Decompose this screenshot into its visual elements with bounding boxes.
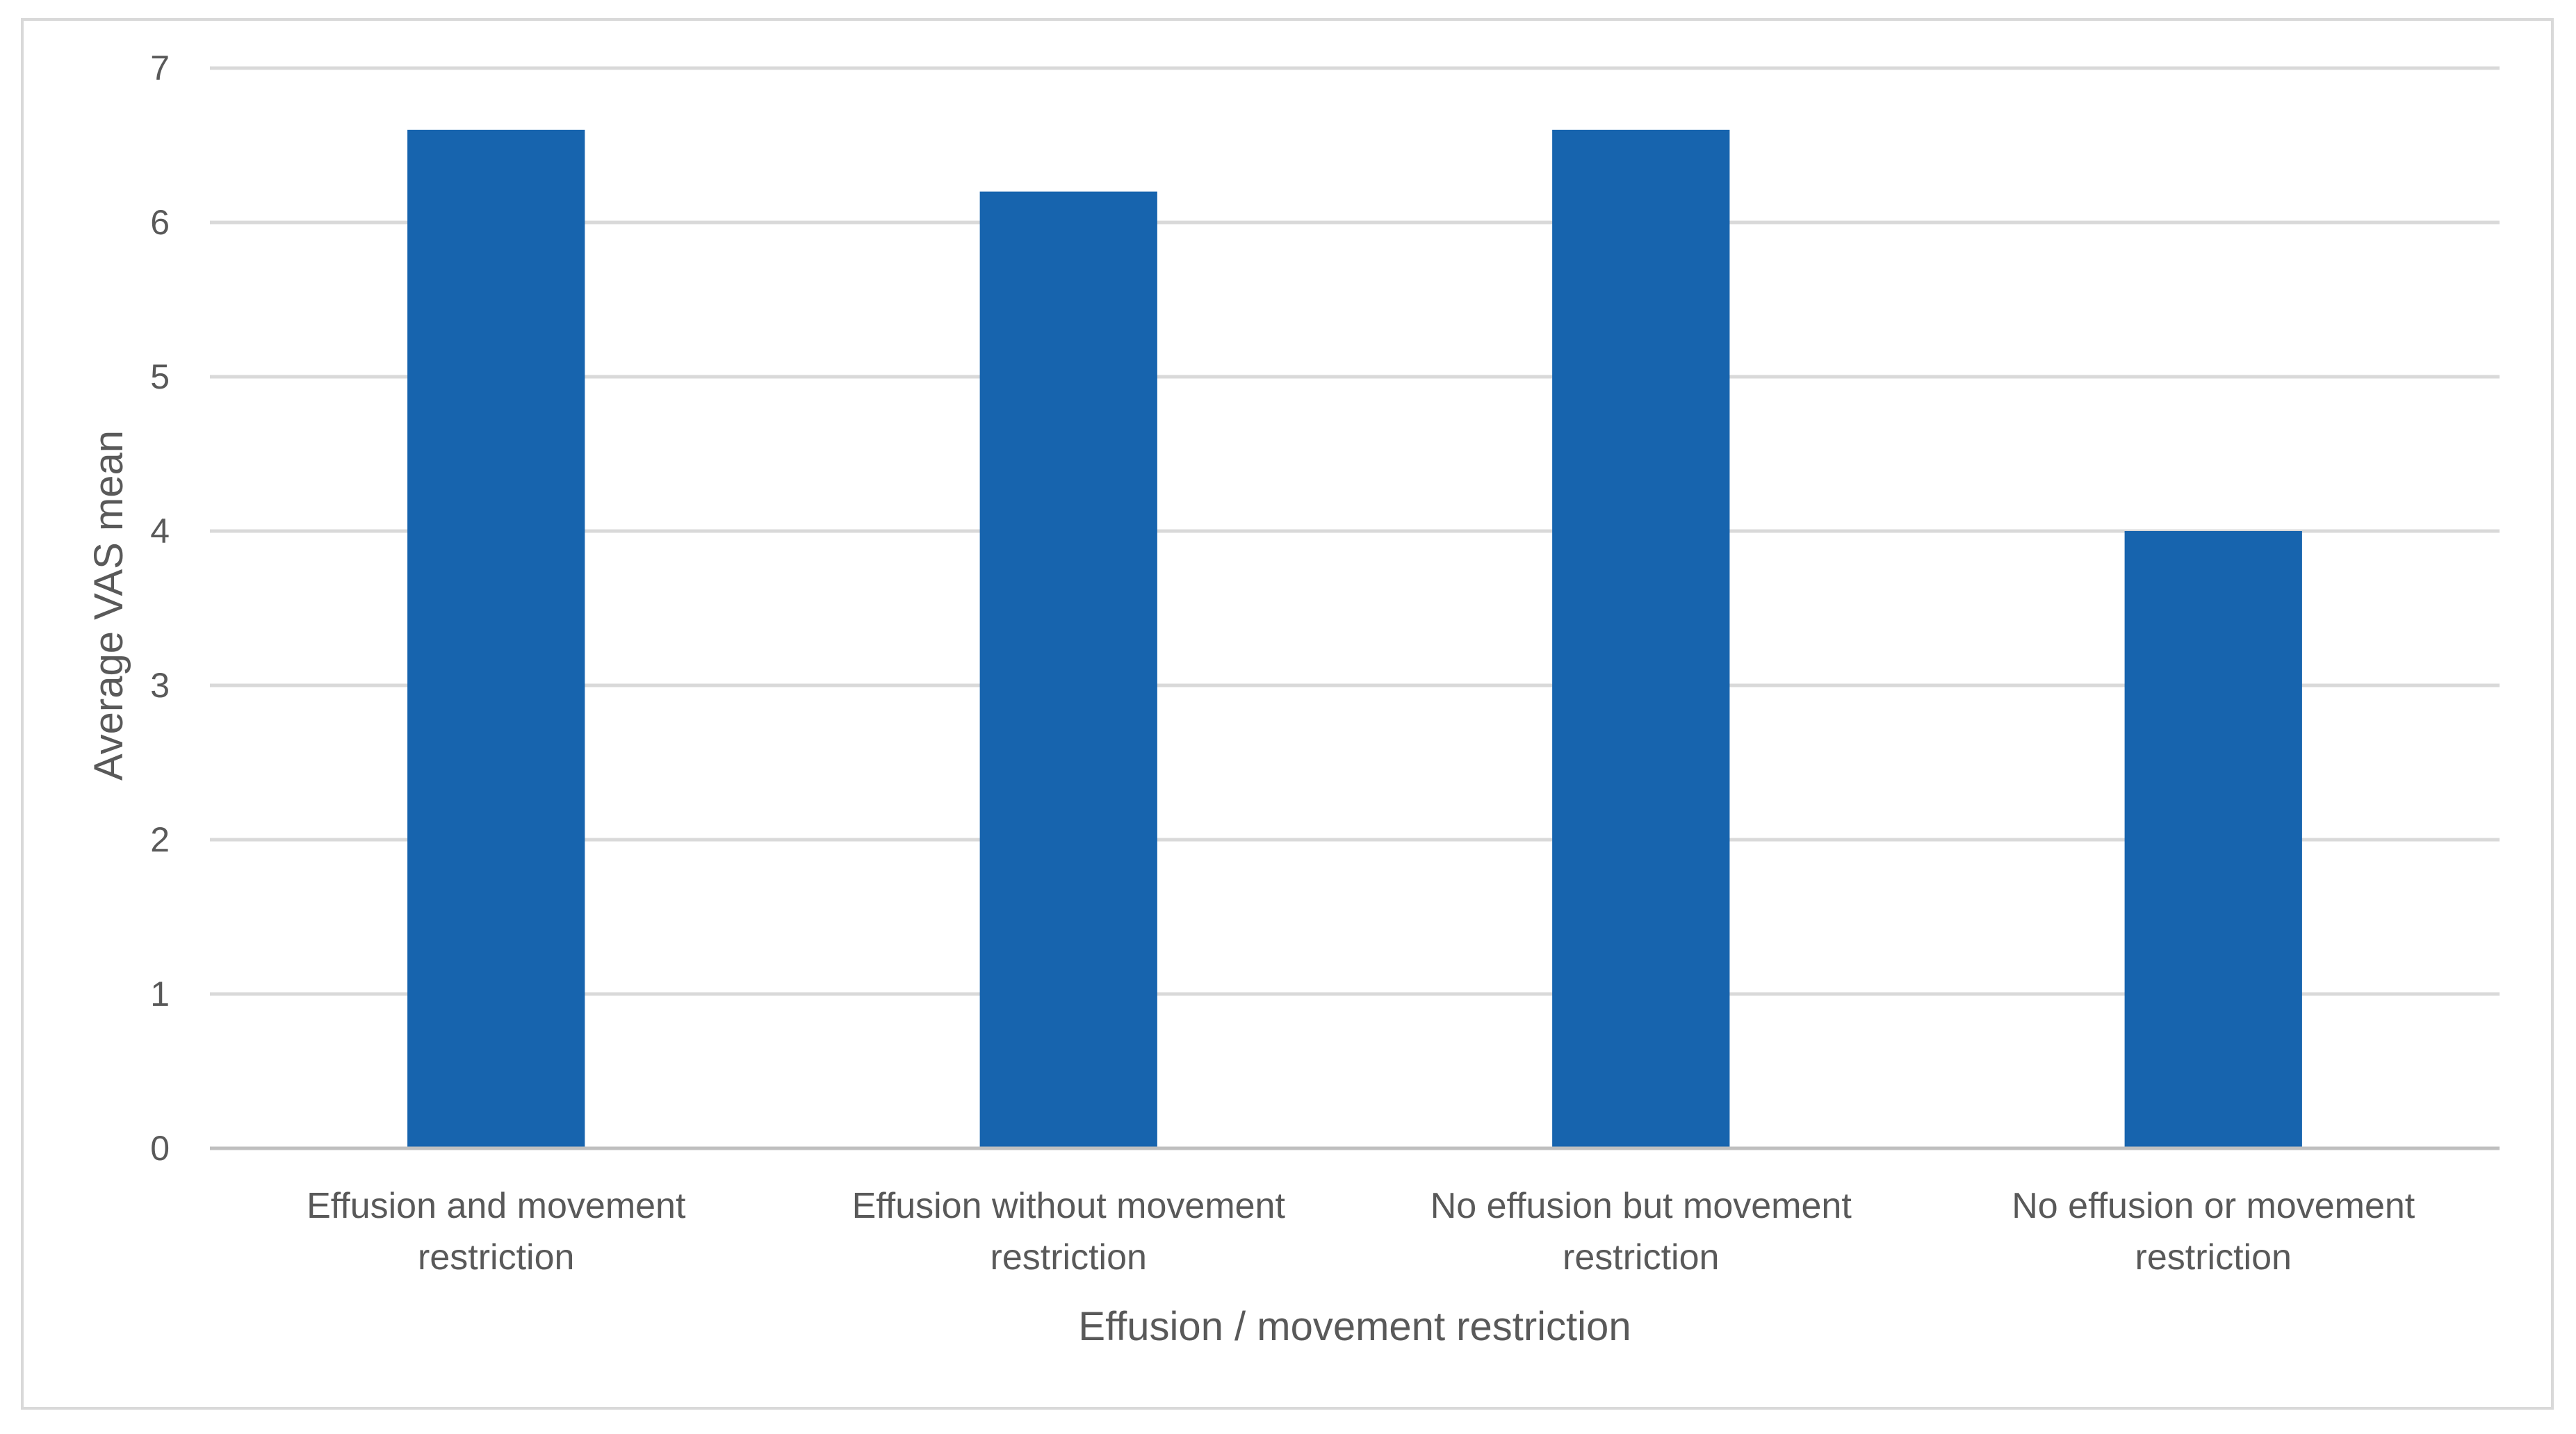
x-category-label: No effusion but movement [1430, 1186, 1852, 1226]
y-tick-label: 4 [150, 512, 170, 551]
x-category-label: restriction [1563, 1237, 1719, 1278]
bar-1 [407, 129, 585, 1148]
bar-3 [1552, 129, 1730, 1148]
y-tick-label: 2 [150, 820, 170, 859]
x-axis-title: Effusion / movement restriction [1078, 1304, 1631, 1349]
x-category-label: restriction [418, 1237, 574, 1278]
x-category-label: No effusion or movement [2012, 1186, 2415, 1226]
x-category-label: Effusion without movement [852, 1186, 1286, 1226]
bars [407, 129, 2302, 1149]
y-tick-label: 0 [150, 1129, 170, 1168]
x-category-label: restriction [2135, 1237, 2292, 1278]
bar-4 [2124, 531, 2302, 1148]
y-tick-labels: 0 1 2 3 4 5 6 7 [150, 49, 170, 1168]
gridlines [210, 66, 2500, 996]
y-tick-label: 3 [150, 666, 170, 705]
y-tick-label: 1 [150, 975, 170, 1013]
y-axis-title: Average VAS mean [86, 430, 131, 781]
y-tick-label: 5 [150, 357, 170, 396]
x-category-label: restriction [991, 1237, 1147, 1278]
bar-2 [979, 191, 1157, 1149]
x-category-labels: Effusion and movement restriction Effusion… [307, 1186, 2415, 1278]
y-tick-label: 6 [150, 203, 170, 242]
y-tick-label: 7 [150, 49, 170, 88]
x-category-label: Effusion and movement [307, 1186, 686, 1226]
